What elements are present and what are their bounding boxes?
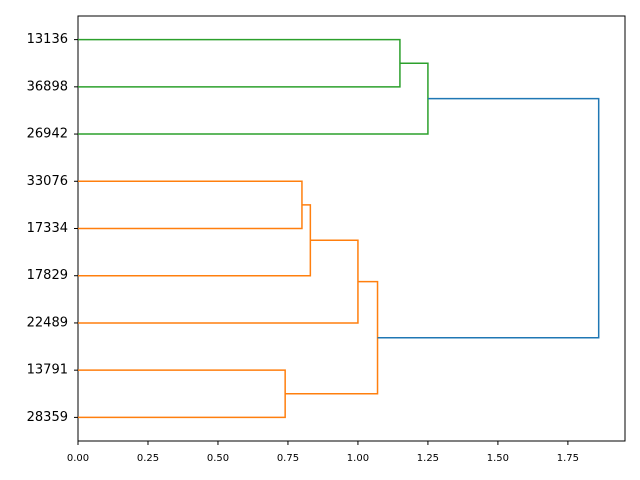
leaf-label: 17334 xyxy=(27,221,68,236)
leaf-label: 28359 xyxy=(27,410,68,425)
dendrogram-link xyxy=(78,180,303,230)
dendrogram-link xyxy=(285,280,379,395)
dendrogram-link xyxy=(78,38,401,88)
leaf-label: 22489 xyxy=(27,315,68,330)
leaf-label: 36898 xyxy=(27,79,68,94)
leaf-label: 13136 xyxy=(27,32,68,47)
x-tick-label: 0.00 xyxy=(67,453,89,464)
dendrogram-link xyxy=(78,62,429,135)
x-tick-label: 0.25 xyxy=(137,453,159,464)
x-tick-label: 0.50 xyxy=(207,453,229,464)
x-tick-label: 1.00 xyxy=(347,453,369,464)
leaf-label: 26942 xyxy=(27,127,68,142)
x-tick-label: 1.75 xyxy=(557,453,579,464)
x-tick-label: 0.75 xyxy=(277,453,299,464)
dendrogram-link xyxy=(78,239,359,324)
x-tick-label: 1.25 xyxy=(417,453,439,464)
leaf-label: 17829 xyxy=(27,268,68,283)
dendrogram-link xyxy=(78,369,286,419)
dendrogram-link xyxy=(78,204,312,277)
dendrogram-link xyxy=(377,97,600,339)
x-tick-label: 1.50 xyxy=(487,453,509,464)
leaf-label: 33076 xyxy=(27,174,68,189)
leaf-label: 13791 xyxy=(27,363,68,378)
